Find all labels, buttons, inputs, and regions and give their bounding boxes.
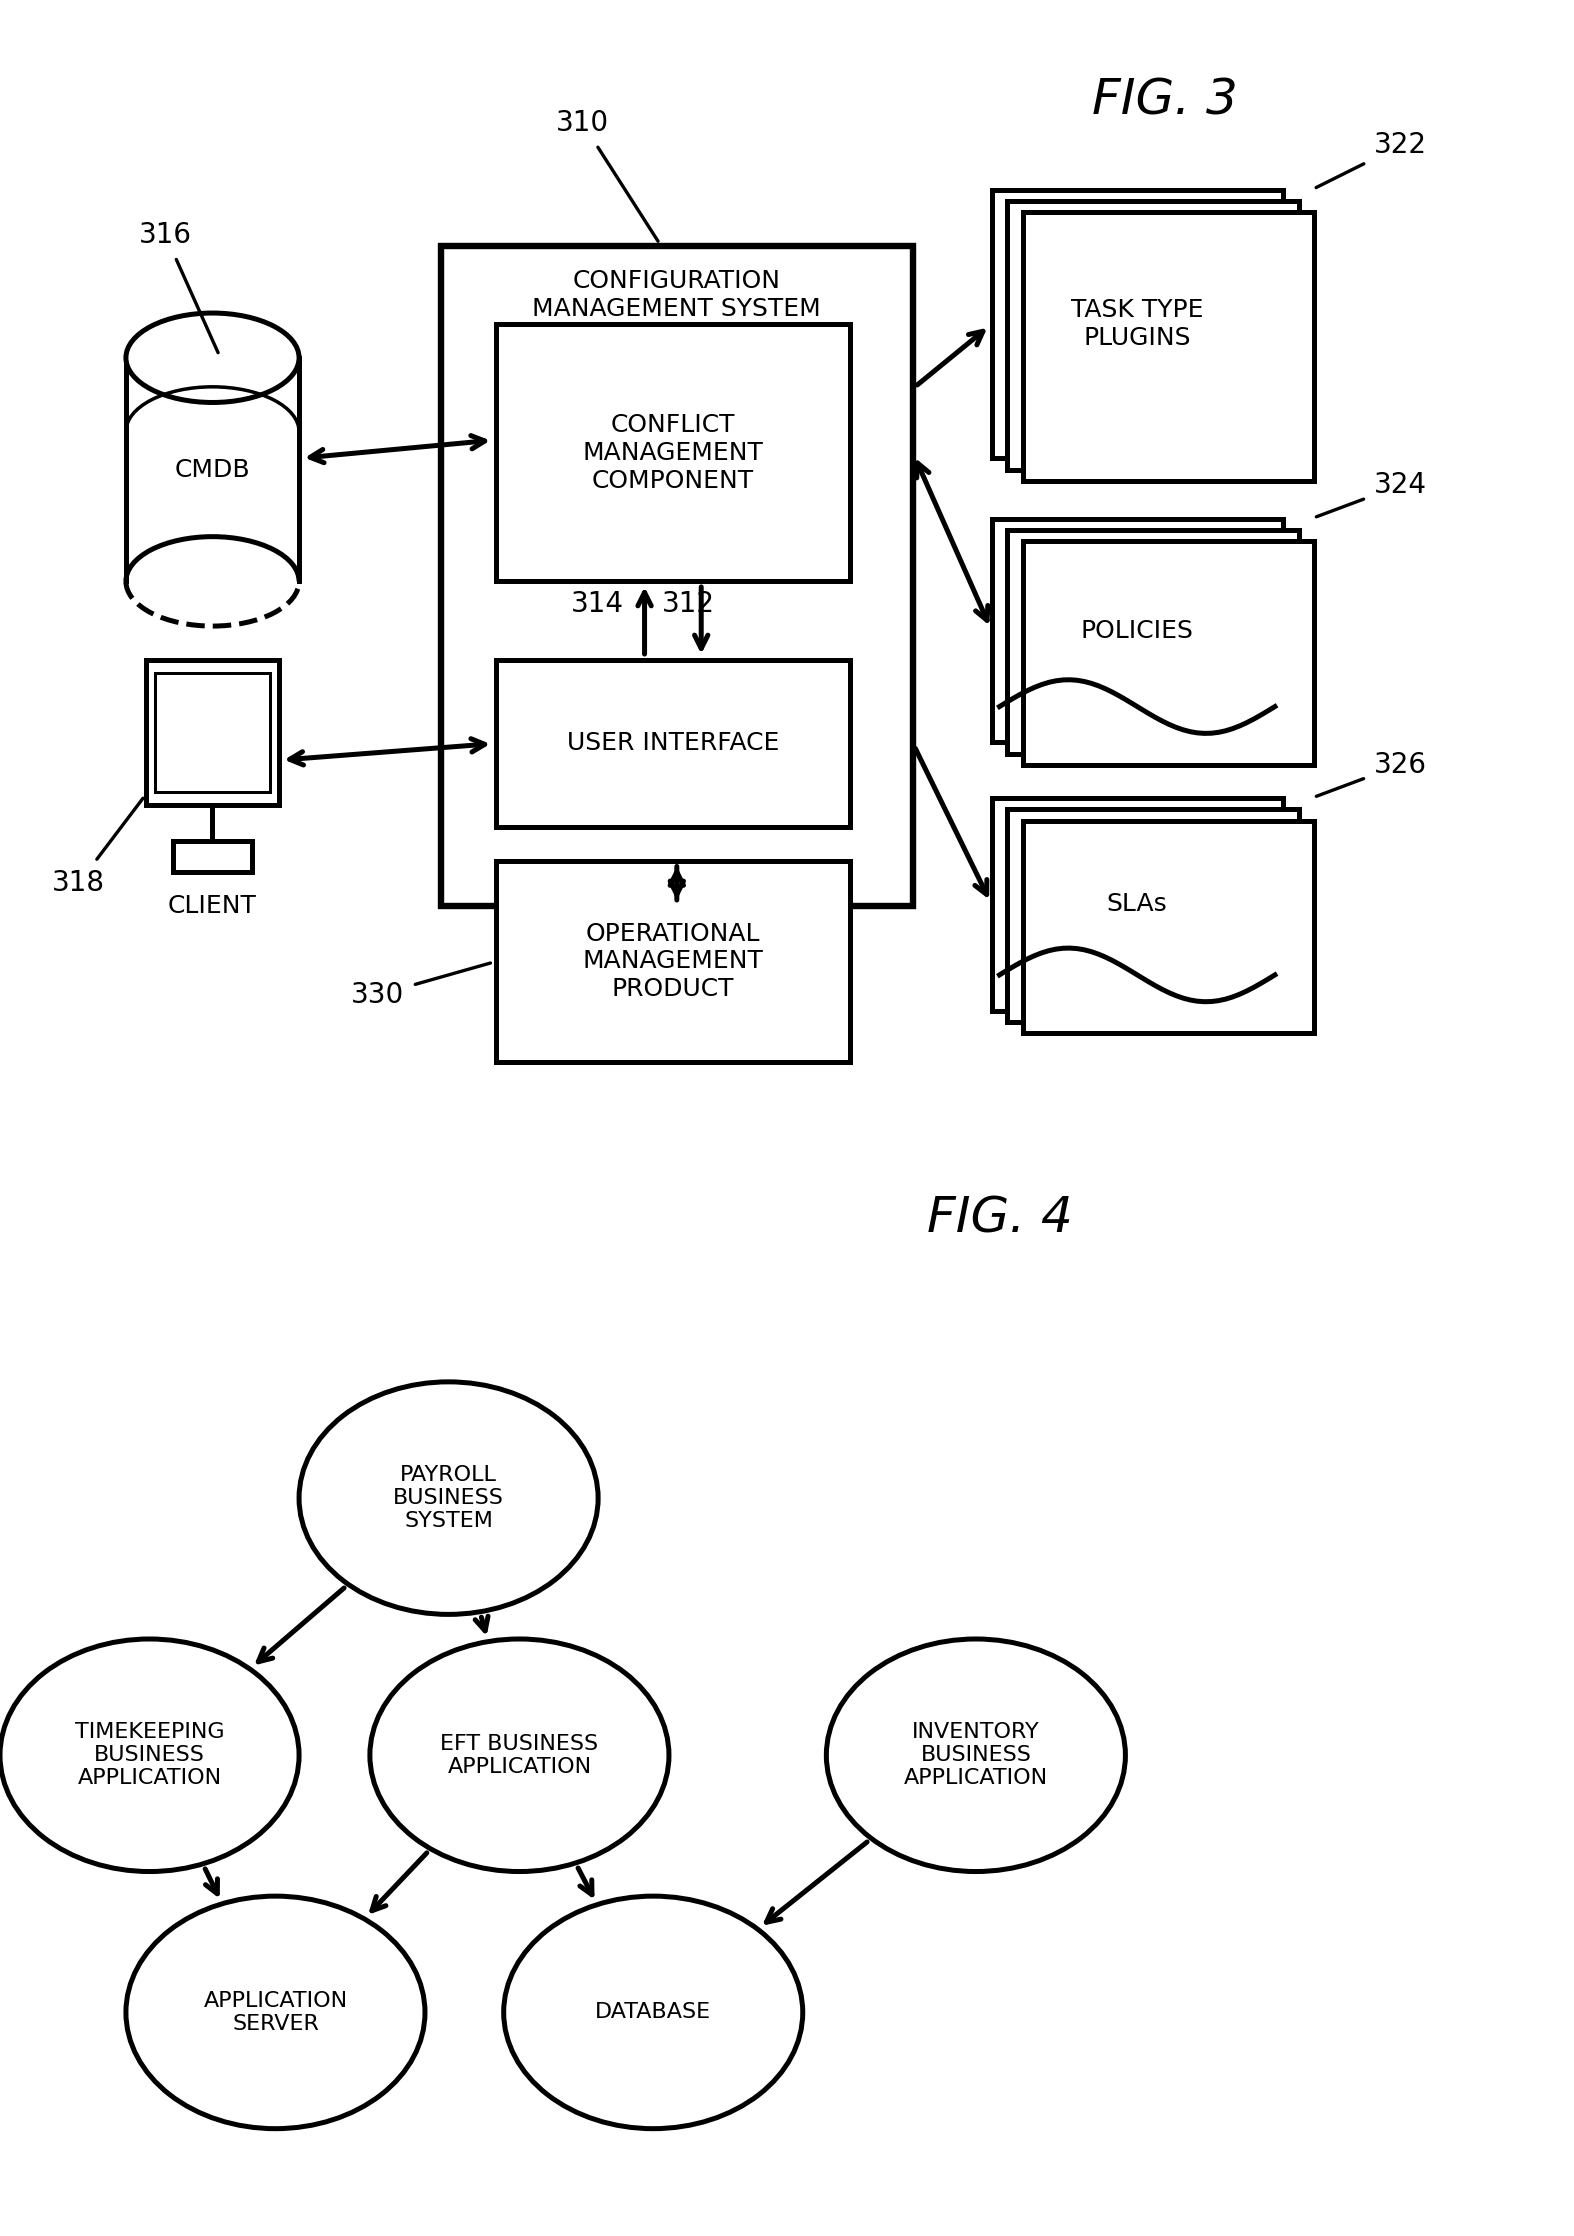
Text: SLAs: SLAs [1107, 892, 1168, 917]
FancyBboxPatch shape [441, 246, 913, 906]
FancyBboxPatch shape [145, 660, 280, 805]
Ellipse shape [504, 1896, 803, 2129]
FancyBboxPatch shape [496, 861, 850, 1062]
FancyBboxPatch shape [1007, 201, 1299, 470]
Text: 318: 318 [52, 798, 143, 897]
Polygon shape [126, 358, 299, 581]
FancyBboxPatch shape [1023, 541, 1314, 765]
Text: FIG. 4: FIG. 4 [927, 1194, 1072, 1243]
FancyBboxPatch shape [156, 673, 271, 792]
Ellipse shape [0, 1639, 299, 1872]
Ellipse shape [126, 313, 299, 402]
Text: CMDB: CMDB [175, 458, 250, 481]
Text: 314: 314 [571, 590, 623, 617]
Text: PAYROLL
BUSINESS
SYSTEM: PAYROLL BUSINESS SYSTEM [394, 1465, 504, 1532]
Text: 330: 330 [351, 964, 491, 1008]
Text: CONFIGURATION
MANAGEMENT SYSTEM: CONFIGURATION MANAGEMENT SYSTEM [532, 268, 822, 322]
Text: APPLICATION
SERVER: APPLICATION SERVER [203, 1990, 348, 2035]
Text: CLIENT: CLIENT [168, 894, 257, 917]
Text: EFT BUSINESS
APPLICATION: EFT BUSINESS APPLICATION [441, 1733, 598, 1778]
FancyBboxPatch shape [1007, 809, 1299, 1022]
Text: CONFLICT
MANAGEMENT
COMPONENT: CONFLICT MANAGEMENT COMPONENT [582, 414, 763, 492]
Text: TASK TYPE
PLUGINS: TASK TYPE PLUGINS [1070, 297, 1204, 351]
Ellipse shape [126, 1896, 425, 2129]
Text: TIMEKEEPING
BUSINESS
APPLICATION: TIMEKEEPING BUSINESS APPLICATION [74, 1722, 225, 1789]
Text: OPERATIONAL
MANAGEMENT
PRODUCT: OPERATIONAL MANAGEMENT PRODUCT [582, 921, 763, 1002]
Ellipse shape [299, 1382, 598, 1614]
FancyBboxPatch shape [173, 841, 252, 872]
Text: FIG. 3: FIG. 3 [1092, 76, 1237, 125]
Text: DATABASE: DATABASE [595, 2003, 711, 2021]
Text: 316: 316 [139, 221, 219, 353]
Text: 310: 310 [556, 110, 658, 241]
FancyBboxPatch shape [1023, 821, 1314, 1033]
FancyBboxPatch shape [992, 798, 1283, 1011]
FancyBboxPatch shape [992, 190, 1283, 458]
Text: 312: 312 [663, 590, 715, 617]
Text: 324: 324 [1316, 472, 1428, 517]
Ellipse shape [826, 1639, 1125, 1872]
FancyBboxPatch shape [992, 519, 1283, 742]
Ellipse shape [370, 1639, 669, 1872]
Text: 326: 326 [1316, 751, 1428, 796]
FancyBboxPatch shape [496, 324, 850, 581]
FancyBboxPatch shape [1007, 530, 1299, 754]
Text: POLICIES: POLICIES [1081, 619, 1193, 642]
Text: INVENTORY
BUSINESS
APPLICATION: INVENTORY BUSINESS APPLICATION [903, 1722, 1048, 1789]
FancyBboxPatch shape [1023, 212, 1314, 481]
Text: 322: 322 [1316, 132, 1428, 188]
Text: USER INTERFACE: USER INTERFACE [567, 731, 779, 756]
FancyBboxPatch shape [496, 660, 850, 827]
